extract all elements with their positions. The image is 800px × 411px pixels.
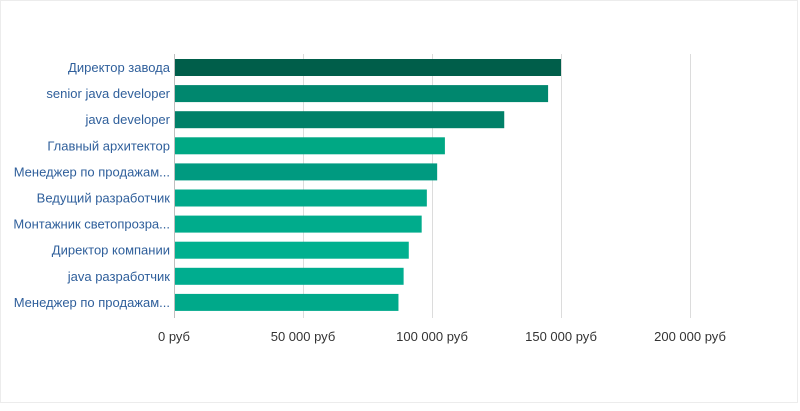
- bar-3: [174, 137, 445, 155]
- category-label-6: Монтажник светопрозра...: [13, 217, 170, 232]
- bar-6: [174, 215, 422, 233]
- bar-4: [174, 163, 438, 181]
- x-tick-label-2: 100 000 руб: [396, 329, 468, 344]
- category-label-5: Ведущий разработчик: [37, 191, 171, 206]
- category-label-1: senior java developer: [46, 86, 170, 101]
- category-label-0: Директор завода: [68, 60, 171, 75]
- bar-2: [174, 111, 505, 129]
- category-label-9: Менеджер по продажам...: [14, 295, 170, 310]
- bar-layer: [174, 59, 561, 311]
- category-label-2: java developer: [84, 112, 170, 127]
- x-tick-label-1: 50 000 руб: [271, 329, 336, 344]
- x-tick-label-3: 150 000 руб: [525, 329, 597, 344]
- category-label-7: Директор компании: [52, 243, 170, 258]
- category-label-8: java разработчик: [67, 269, 171, 284]
- bar-9: [174, 293, 399, 311]
- category-label-4: Менеджер по продажам...: [14, 164, 170, 179]
- x-tick-label-4: 200 000 руб: [654, 329, 726, 344]
- bar-5: [174, 189, 427, 207]
- bar-1: [174, 85, 549, 103]
- label-layer: 0 руб 50 000 руб 100 000 руб 150 000 руб 200…: [13, 60, 725, 344]
- x-tick-label-0: 0 руб: [158, 329, 190, 344]
- bar-0: [174, 59, 561, 76]
- category-label-3: Главный архитектор: [47, 138, 170, 153]
- bar-7: [174, 241, 409, 259]
- bar-8: [174, 267, 404, 285]
